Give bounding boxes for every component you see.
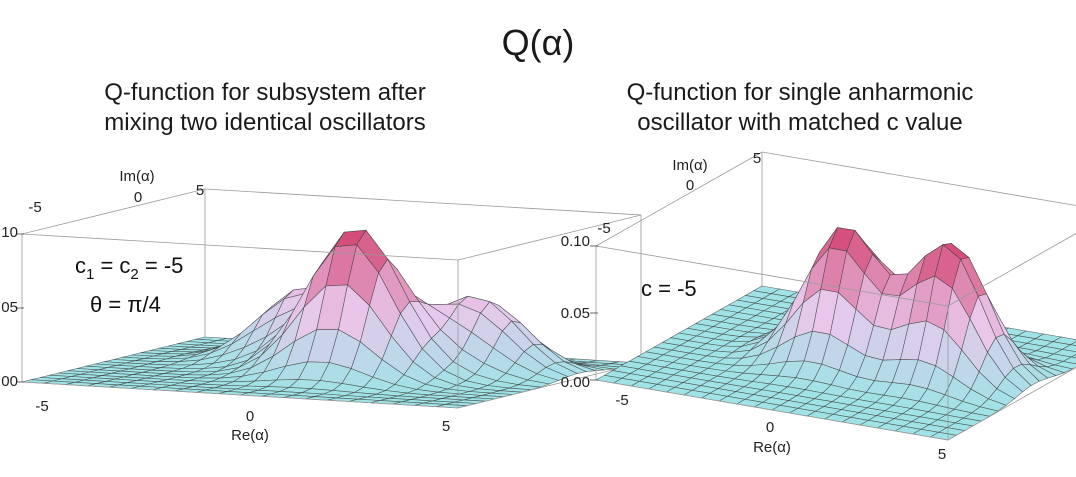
left-x-tick-5: 5 (442, 418, 450, 435)
right-z-tick-0.05: 0.05 (561, 305, 590, 322)
right-z-tick-0.00: 0.00 (561, 374, 590, 391)
left-y-tick-neg5: -5 (28, 199, 41, 216)
left-annotation-theta: θ = π/4 (90, 292, 161, 317)
box-edge (457, 362, 642, 409)
box-edge (595, 245, 949, 307)
box-edge (947, 367, 1076, 441)
box-edge (595, 151, 763, 247)
box-edge (204, 188, 642, 216)
left-title-line-1: Q-function for subsystem after (104, 79, 426, 106)
box-edge (761, 151, 1076, 206)
right-x-tick-neg5: -5 (615, 392, 628, 409)
box-edge (21, 188, 206, 235)
right-y-tick-5: 5 (753, 150, 761, 167)
box-edge (595, 379, 949, 441)
right-x-tick-0: 0 (766, 419, 774, 436)
left-x-tick-0: 0 (246, 408, 254, 425)
left-surface-plot: 0.10 0.05 0.00 -5 0 5 Im(α) -5 0 5 Re(α)… (0, 168, 642, 444)
box-edge (947, 233, 1076, 307)
right-surface-plot: 0.10 0.05 0.00 -5 0 5 Im(α) -5 0 5 Re(α)… (561, 150, 1076, 463)
right-title-line-1: Q-function for single anharmonic (626, 79, 974, 106)
right-z-tick-0.10: 0.10 (561, 233, 590, 250)
right-annotation-c-value: c = -5 (641, 276, 697, 301)
right-x-axis-label: Re(α) (753, 439, 791, 456)
right-panel-title: Q-function for single anharmonic oscilla… (565, 78, 1035, 138)
right-x-tick-5: 5 (938, 446, 946, 463)
box-edge (457, 214, 642, 261)
box-edge (21, 381, 459, 409)
right-surface-mesh (595, 227, 1076, 441)
left-z-tick-0.00: 0.00 (0, 373, 18, 390)
surface-cell (1069, 341, 1076, 346)
box-edge (21, 233, 459, 261)
right-y-tick-neg5: -5 (597, 220, 610, 237)
left-y-axis-label: Im(α) (119, 168, 154, 185)
right-y-tick-0: 0 (686, 177, 694, 194)
left-x-tick-neg5: -5 (35, 398, 48, 415)
right-y-axis-label: Im(α) (672, 157, 707, 174)
left-title-line-2: mixing two identical oscillators (104, 109, 426, 136)
left-annotation-c-values: c1 = c2 = -5 (75, 253, 183, 283)
right-title-line-2: oscillator with matched c value (637, 109, 963, 136)
main-title: Q(α) (501, 22, 575, 63)
left-x-axis-label: Re(α) (231, 427, 269, 444)
left-surface-mesh (21, 229, 642, 409)
left-z-tick-0.10: 0.10 (0, 224, 18, 241)
left-panel-title: Q-function for subsystem after mixing tw… (30, 78, 500, 138)
left-z-tick-0.05: 0.05 (0, 299, 18, 316)
left-y-tick-0: 0 (134, 189, 142, 206)
left-y-tick-5: 5 (196, 182, 204, 199)
